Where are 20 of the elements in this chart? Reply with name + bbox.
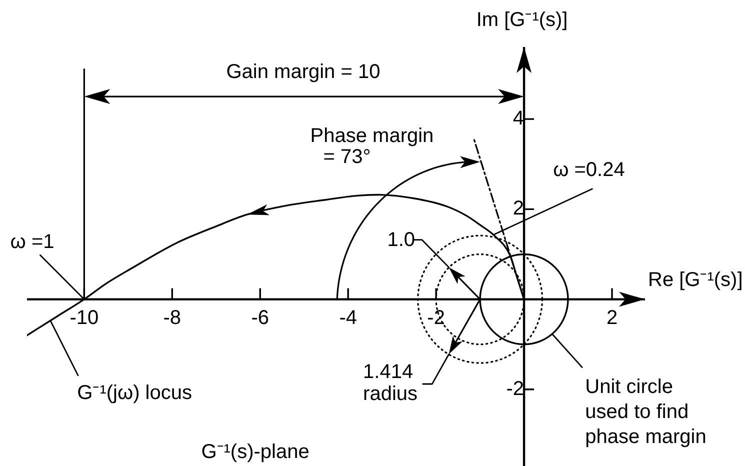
annotation: 1.0: [387, 228, 416, 251]
x-tick-label: -4: [339, 306, 357, 329]
annotation: Phase margin = 73°: [310, 124, 435, 168]
annotation: ω =1: [10, 231, 54, 254]
y-axis-title: Im [G⁻¹(s)]: [476, 9, 568, 31]
annotation: ω =0.24: [553, 158, 625, 181]
x-tick-label: -8: [163, 306, 182, 329]
y-tick-label: 2: [512, 198, 524, 220]
annotation: Unit circle used to find phase margin: [585, 374, 708, 450]
annotation: G⁻¹(jω) locus: [77, 382, 192, 404]
x-tick-label: -2: [427, 306, 445, 329]
x-tick-label: -6: [251, 306, 270, 329]
x-tick-label: 2: [606, 306, 618, 329]
annotation: 1.414 radius: [363, 361, 419, 406]
y-tick-label: -2: [506, 378, 524, 400]
annotation: G⁻¹(s)-plane: [201, 441, 310, 464]
y-tick-label: 4: [512, 108, 524, 130]
x-tick-label: -10: [70, 306, 99, 329]
annotation: Gain margin = 10: [226, 60, 380, 83]
x-axis-title: Re [G⁻¹(s)]: [648, 269, 743, 292]
